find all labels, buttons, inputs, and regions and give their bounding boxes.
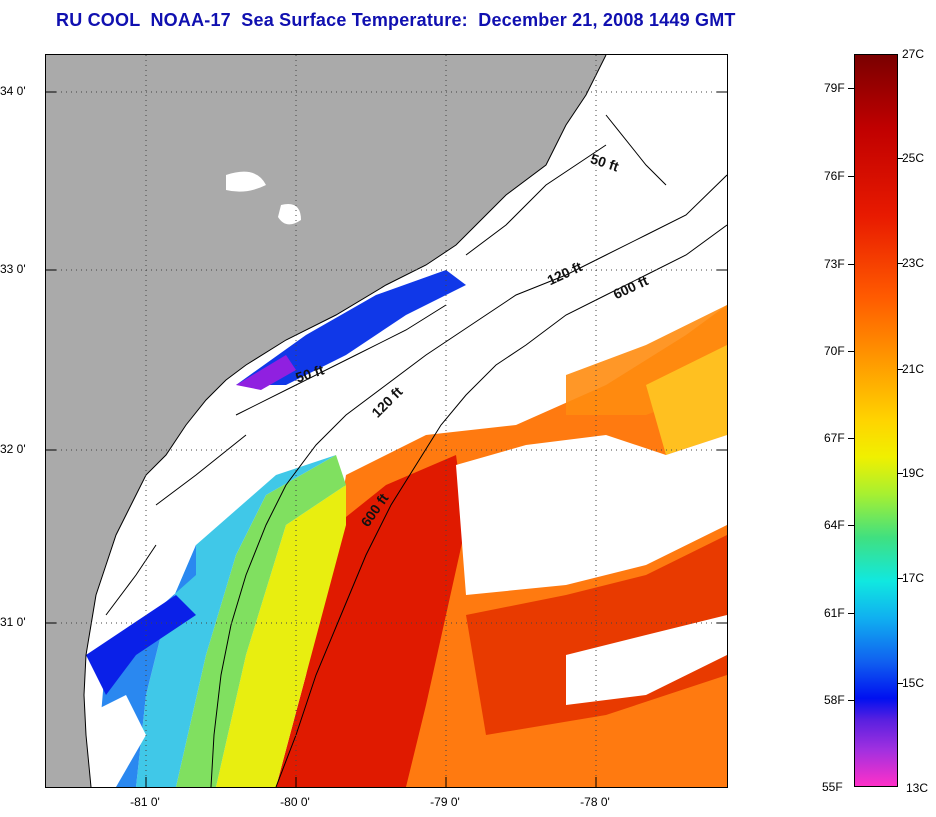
cb-f-67: 67F — [824, 431, 845, 445]
land-lake — [226, 171, 266, 192]
cb-f-73: 73F — [824, 257, 845, 271]
cb-tick — [897, 369, 903, 370]
cb-tick — [897, 158, 903, 159]
cb-c-15: 15C — [902, 676, 925, 690]
cb-tick — [897, 578, 903, 579]
cb-tick — [848, 176, 854, 177]
sst-map[interactable]: 50 ft 50 ft 120 ft 120 ft 600 ft 600 ft — [45, 54, 728, 788]
map-title: RU COOL NOAA-17 Sea Surface Temperature:… — [56, 10, 736, 30]
mid-shelf-yellow — [216, 485, 346, 787]
inner-shelf-cyan — [136, 455, 336, 787]
cloud-patch-shelf — [156, 465, 266, 555]
cb-tick — [848, 438, 854, 439]
cb-tick — [848, 351, 854, 352]
north-shelf-cold-band — [236, 270, 466, 385]
frame-ticks — [46, 91, 727, 787]
cb-f-79: 79F — [824, 81, 845, 95]
cloud-patch-offshore-north — [476, 265, 727, 395]
graticule — [46, 55, 727, 787]
cb-f-61: 61F — [824, 606, 845, 620]
north-shelf-purple — [236, 355, 296, 390]
cb-tick — [897, 473, 903, 474]
cb-c-17: 17C — [902, 571, 925, 585]
lon-label-78: -78 0' — [580, 795, 610, 809]
cb-f-64: 64F — [824, 518, 845, 532]
cb-c-13: 13C — [906, 781, 929, 795]
lon-label-79: -79 0' — [430, 795, 460, 809]
cb-f-55: 55F — [822, 780, 843, 794]
isobath-50ft — [105, 114, 667, 616]
cb-f-76: 76F — [824, 169, 845, 183]
nearshore-cold-band — [86, 595, 196, 695]
cb-tick — [848, 525, 854, 526]
lat-label-34: 34 0' — [0, 84, 26, 98]
lon-label-80: -80 0' — [280, 795, 310, 809]
isobath-120ft — [210, 174, 727, 787]
cb-tick — [897, 683, 903, 684]
cb-tick — [848, 264, 854, 265]
cb-tick — [848, 88, 854, 89]
cb-f-58: 58F — [824, 693, 845, 707]
cloud-patch-southwest — [86, 695, 146, 787]
cb-c-25: 25C — [902, 151, 925, 165]
land-mainland — [46, 55, 606, 787]
cb-tick — [848, 613, 854, 614]
lat-label-33: 33 0' — [0, 262, 26, 276]
lat-label-31: 31 0' — [0, 615, 26, 629]
lat-label-32: 32 0' — [0, 442, 26, 456]
mid-shelf-green — [176, 455, 346, 787]
cb-c-23: 23C — [902, 256, 925, 270]
sst-map-canvas — [46, 55, 727, 787]
lon-label-81: -81 0' — [130, 795, 160, 809]
cb-c-21: 21C — [902, 362, 925, 376]
isobath-600ft — [275, 224, 727, 787]
temperature-colorbar — [854, 54, 898, 787]
cb-tick — [897, 263, 903, 264]
cb-c-19: 19C — [902, 466, 925, 480]
land-lake-2 — [278, 204, 301, 225]
offshore-yellow-water — [646, 345, 727, 455]
cb-f-70: 70F — [824, 344, 845, 358]
cb-tick — [848, 700, 854, 701]
cloud-patch-south — [566, 615, 727, 705]
coastline — [83, 55, 607, 787]
gulf-stream-core — [276, 455, 466, 787]
cb-c-27: 27C — [902, 47, 925, 61]
cloud-patch-east — [456, 435, 727, 595]
